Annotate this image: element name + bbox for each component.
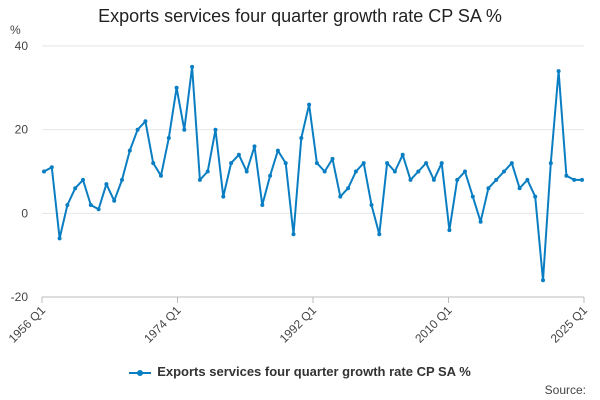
data-point (159, 173, 163, 178)
source-label: Source: (544, 383, 586, 397)
data-point (57, 236, 62, 241)
data-point (229, 161, 234, 166)
data-point (104, 182, 109, 187)
chart-title: Exports services four quarter growth rat… (98, 6, 502, 26)
legend-swatch (129, 369, 152, 376)
data-point (580, 177, 584, 182)
data-point (439, 161, 444, 166)
data-point (205, 169, 210, 174)
data-point (346, 186, 351, 191)
data-point (120, 177, 124, 182)
data-point (197, 177, 202, 182)
data-point (268, 173, 273, 178)
data-point (424, 161, 429, 166)
data-point (533, 194, 538, 199)
data-point (385, 161, 390, 166)
data-point (151, 161, 156, 166)
data-point (392, 169, 397, 174)
data-point (299, 136, 304, 140)
data-point (486, 186, 491, 191)
x-tick-label: 1974 Q1 (141, 303, 184, 346)
data-point (416, 169, 421, 174)
x-tick-label: 2025 Q1 (548, 303, 591, 346)
data-point (369, 203, 374, 207)
y-axis-label: % (10, 23, 21, 37)
data-point (127, 148, 132, 153)
data-point (455, 177, 460, 182)
data-point (65, 203, 70, 207)
data-point (307, 102, 312, 107)
data-point (182, 127, 187, 132)
data-point (517, 186, 522, 191)
data-point (478, 219, 483, 224)
data-point (431, 177, 436, 182)
data-point (470, 194, 475, 199)
y-tick-label: 20 (15, 123, 29, 137)
x-tick-label: 2010 Q1 (412, 303, 455, 346)
data-point (330, 156, 335, 161)
data-point (190, 64, 195, 69)
data-point (88, 203, 93, 207)
data-point (213, 127, 218, 132)
data-point (49, 165, 54, 170)
data-point (260, 203, 265, 207)
y-tick-label: 0 (21, 206, 28, 220)
data-point (166, 136, 171, 140)
data-point (525, 177, 530, 182)
data-point (174, 85, 179, 90)
data-point (81, 177, 85, 182)
data-point (377, 232, 382, 237)
data-point (463, 169, 467, 174)
data-point (353, 169, 358, 174)
data-point (143, 119, 148, 124)
data-point (494, 177, 499, 182)
data-point (400, 152, 405, 157)
data-point (96, 207, 101, 212)
data-point (408, 177, 413, 182)
data-point (502, 169, 506, 174)
x-tick-label: 1992 Q1 (277, 303, 320, 346)
data-point (361, 161, 366, 166)
data-point (252, 144, 257, 149)
y-tick-label: -20 (11, 290, 29, 304)
data-point (244, 169, 249, 174)
data-point (322, 169, 327, 174)
legend-label: Exports services four quarter growth rat… (157, 364, 471, 379)
x-tick-label: 1956 Q1 (6, 303, 49, 346)
data-point (275, 148, 280, 153)
data-point (236, 152, 241, 157)
data-point (548, 161, 553, 166)
data-point (509, 161, 514, 166)
data-point (42, 169, 46, 174)
data-point (73, 186, 78, 191)
y-tick-label: 40 (15, 39, 29, 53)
data-point (291, 232, 296, 237)
data-point (541, 278, 545, 283)
data-point (447, 228, 452, 233)
data-point (221, 194, 226, 199)
data-point (112, 198, 117, 203)
data-point (135, 127, 140, 132)
data-point (338, 194, 343, 199)
data-point (314, 161, 319, 166)
data-point (283, 161, 288, 166)
data-point (556, 69, 561, 74)
series-line (43, 65, 582, 282)
data-point (572, 177, 577, 182)
chart-legend[interactable]: Exports services four quarter growth rat… (0, 364, 600, 379)
data-point (564, 173, 569, 178)
